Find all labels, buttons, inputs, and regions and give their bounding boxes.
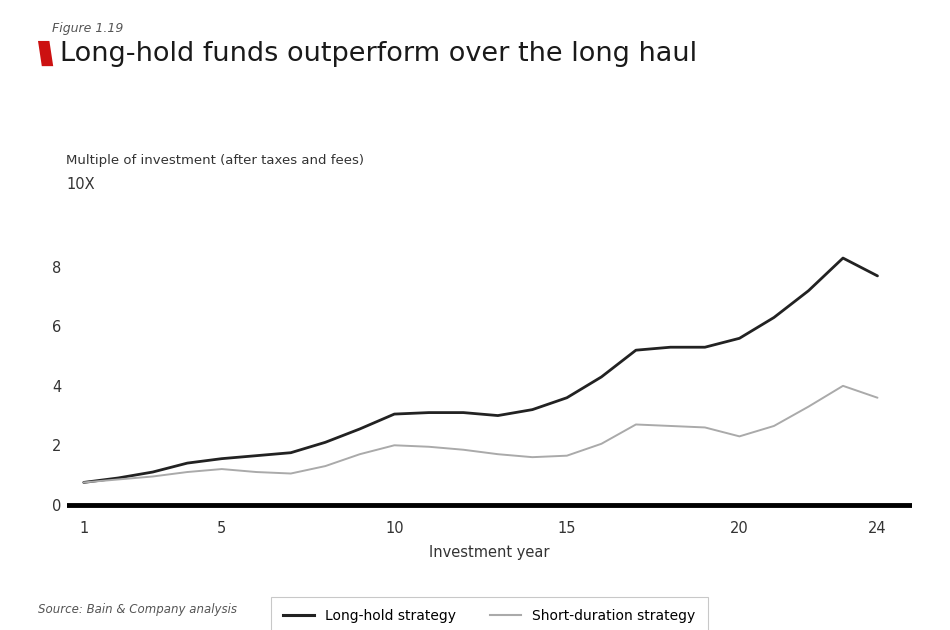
Legend: Long-hold strategy, Short-duration strategy: Long-hold strategy, Short-duration strat… <box>271 597 708 630</box>
X-axis label: Investment year: Investment year <box>429 545 549 560</box>
Text: 10X: 10X <box>66 177 95 192</box>
Text: Source: Bain & Company analysis: Source: Bain & Company analysis <box>38 603 237 616</box>
Text: Figure 1.19: Figure 1.19 <box>52 22 124 35</box>
Text: Long-hold funds outperform over the long haul: Long-hold funds outperform over the long… <box>60 41 697 67</box>
Text: Multiple of investment (after taxes and fees): Multiple of investment (after taxes and … <box>66 154 365 167</box>
